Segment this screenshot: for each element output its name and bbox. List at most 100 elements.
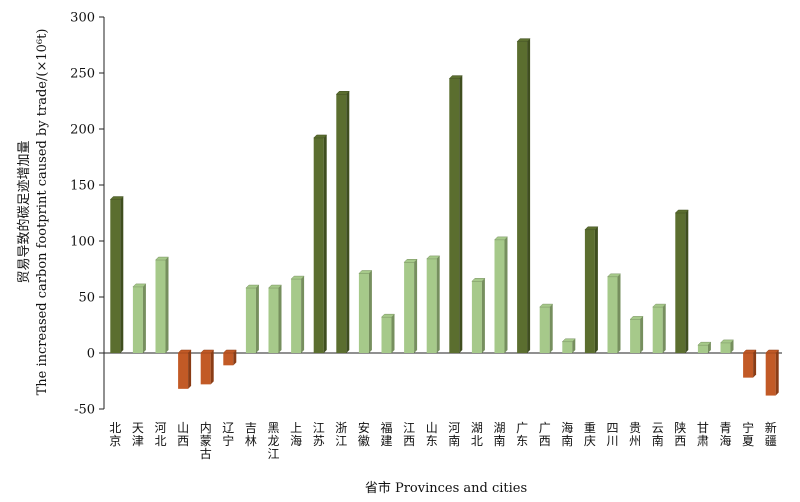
bar-top	[335, 91, 350, 95]
bar	[584, 226, 599, 353]
bar	[222, 349, 237, 366]
bar-side	[481, 278, 485, 353]
bar	[267, 284, 283, 353]
bar	[403, 259, 418, 353]
bar	[719, 339, 735, 353]
bar-side	[662, 304, 666, 353]
bar-top	[222, 349, 237, 354]
bar-front	[449, 78, 460, 353]
bar	[154, 256, 170, 353]
bar	[652, 303, 667, 353]
bar-front	[178, 353, 189, 389]
bar	[674, 209, 689, 353]
y-tick-label: 100	[70, 235, 95, 250]
bar-front	[539, 307, 550, 353]
bar-front	[652, 307, 663, 353]
x-tick-label: 云南	[652, 421, 664, 448]
bar-top	[561, 338, 576, 343]
bar-side	[617, 273, 621, 353]
bar-side	[549, 304, 553, 353]
bar	[629, 316, 644, 353]
x-tick-label: 山西	[177, 421, 189, 448]
bar-side	[142, 283, 146, 353]
bar-top	[132, 283, 147, 288]
bar	[606, 273, 622, 353]
bar-top	[109, 196, 124, 200]
y-tick-label: 300	[70, 11, 95, 26]
bar-top	[313, 134, 328, 139]
bar-side	[730, 339, 734, 353]
bar-front	[223, 353, 234, 366]
x-tick-label: 贵州	[629, 421, 641, 448]
bar-front	[155, 260, 166, 353]
x-tick-label: 青海	[719, 421, 731, 448]
bar-front	[517, 41, 528, 353]
bar	[765, 349, 780, 396]
bar-front	[471, 281, 482, 353]
bar-top	[584, 226, 599, 231]
bar-side	[301, 276, 305, 353]
bar-front	[765, 353, 776, 396]
bar-top	[674, 209, 689, 214]
x-tick-label: 安徽	[358, 420, 370, 448]
bar-side	[527, 38, 531, 353]
bar	[493, 236, 509, 353]
bar-side	[278, 285, 282, 353]
bar-front	[336, 94, 347, 353]
bar-side	[436, 255, 440, 353]
bar-top	[380, 313, 396, 318]
bar-front	[132, 286, 143, 353]
x-tick-label: 江苏	[313, 421, 325, 448]
bar-top	[652, 303, 667, 308]
bar-top	[267, 284, 283, 289]
x-tick-label: 湖南	[493, 420, 505, 448]
bar-side	[572, 338, 576, 353]
bar-side	[188, 350, 192, 389]
x-tick-label: 北京	[109, 421, 121, 448]
bar-front	[562, 341, 573, 353]
x-tick-label: 山东	[426, 421, 438, 448]
bar	[109, 196, 124, 353]
bar	[561, 338, 576, 353]
bar-top	[426, 255, 441, 260]
bar-side	[391, 314, 395, 353]
x-tick-label: 黑龙江	[267, 421, 279, 461]
bar-front	[358, 273, 369, 353]
bar-side	[233, 350, 237, 366]
bar-top	[742, 349, 757, 354]
bar-side	[775, 350, 779, 396]
bar-top	[539, 303, 554, 308]
bar	[380, 313, 396, 353]
x-tick-label: 吉林	[245, 421, 257, 448]
bar-front	[200, 353, 211, 385]
bar-side	[594, 226, 598, 353]
x-tick-label: 海南	[561, 420, 573, 448]
bar	[426, 255, 441, 353]
bar	[471, 278, 486, 353]
bar-front	[404, 262, 415, 353]
bar-side	[504, 236, 508, 353]
x-tick-label: 河北	[154, 421, 166, 448]
y-tick-label: -50	[74, 403, 95, 418]
x-tick-label: 宁夏	[742, 420, 754, 448]
x-tick-label: 河南	[448, 421, 460, 448]
bar-front	[245, 288, 256, 353]
bar-top	[154, 256, 170, 261]
bar-top	[697, 341, 712, 346]
x-tick-label: 四川	[606, 421, 618, 448]
bar	[448, 75, 463, 353]
bar-top	[629, 316, 644, 320]
y-tick-label: 250	[70, 67, 95, 82]
bar-front	[381, 317, 392, 353]
x-tick-label: 浙江	[335, 421, 347, 448]
bar-top	[606, 273, 622, 278]
bar-side	[346, 91, 350, 353]
bar	[313, 134, 328, 353]
bar-top	[765, 349, 780, 354]
x-tick-label: 天津	[132, 421, 144, 448]
bar	[697, 341, 712, 353]
bar-front	[720, 342, 731, 353]
y-tick-label: 150	[70, 179, 95, 194]
bar-side	[640, 316, 644, 353]
